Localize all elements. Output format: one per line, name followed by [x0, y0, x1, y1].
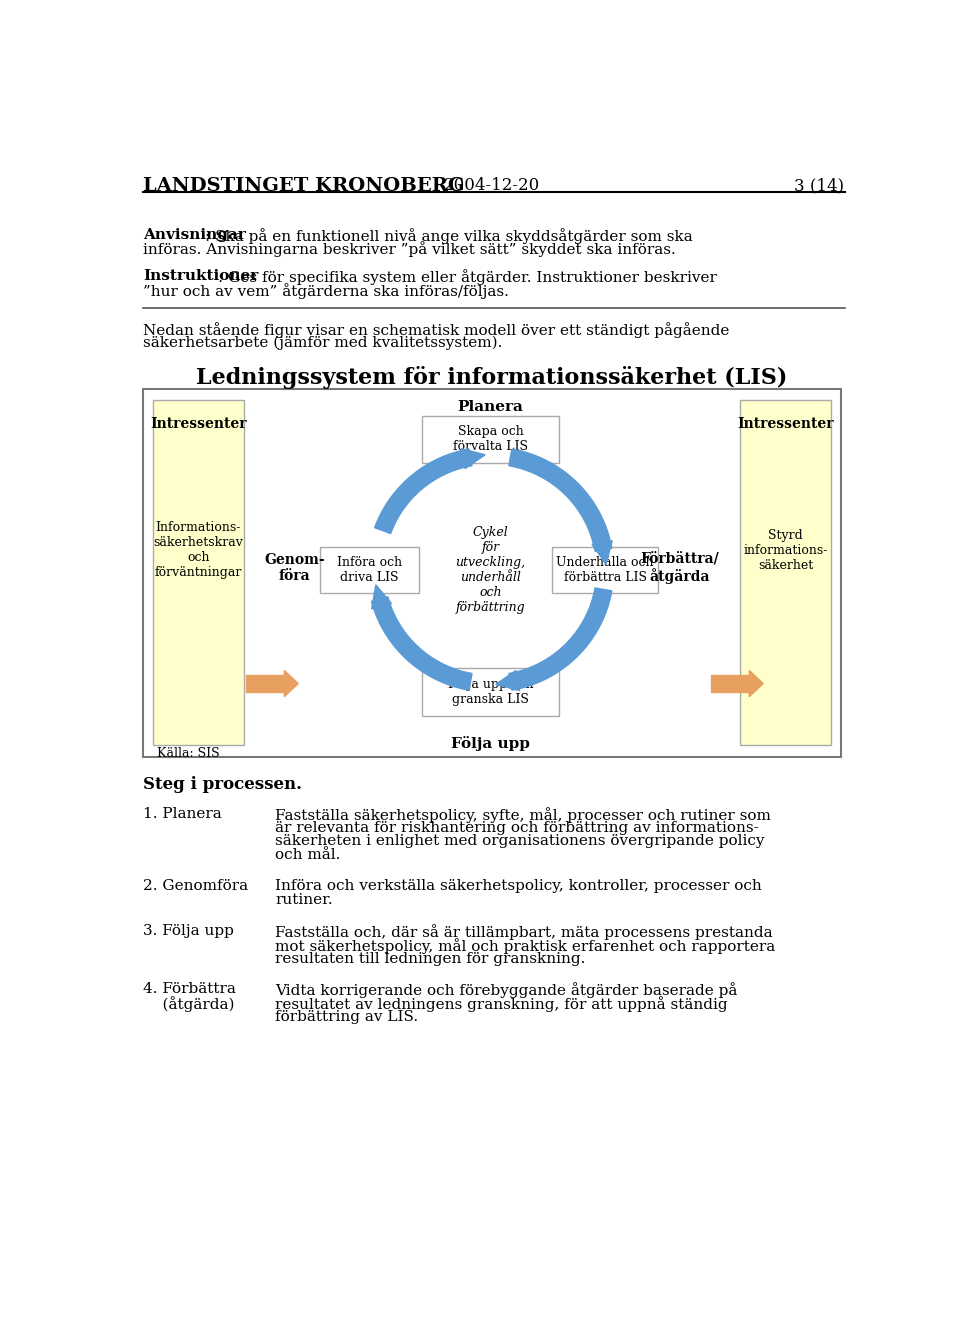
- Bar: [143, 389, 841, 757]
- Text: Planera: Planera: [458, 400, 523, 415]
- Text: Fastställa säkerhetspolicy, syfte, mål, processer och rutiner som: Fastställa säkerhetspolicy, syfte, mål, …: [275, 806, 771, 822]
- Text: Införa och
driva LIS: Införa och driva LIS: [337, 556, 402, 584]
- Text: Vidta korrigerande och förebyggande åtgärder baserade på: Vidta korrigerande och förebyggande åtgä…: [275, 982, 737, 998]
- Text: Ledningssystem för informationssäkerhet (LIS): Ledningssystem för informationssäkerhet …: [196, 367, 788, 389]
- Polygon shape: [284, 670, 299, 697]
- Text: Fastställa och, där så är tillämpbart, mäta processens prestanda: Fastställa och, där så är tillämpbart, m…: [275, 924, 773, 940]
- Bar: [153, 400, 244, 745]
- Text: Steg i processen.: Steg i processen.: [143, 776, 302, 793]
- Text: Följa upp: Följa upp: [451, 736, 530, 750]
- Bar: [740, 400, 831, 745]
- Text: LANDSTINGET KRONOBERG: LANDSTINGET KRONOBERG: [143, 177, 465, 195]
- Text: mot säkerhetspolicy, mål och praktisk erfarenhet och rapportera: mot säkerhetspolicy, mål och praktisk er…: [275, 937, 776, 953]
- Text: 3 (14): 3 (14): [795, 177, 845, 193]
- Text: är relevanta för riskhantering och förbättring av informations-: är relevanta för riskhantering och förbä…: [275, 821, 758, 834]
- Polygon shape: [750, 670, 763, 697]
- Text: Cykel
för
utveckling,
underhåll
och
förbättring: Cykel för utveckling, underhåll och förb…: [455, 525, 525, 613]
- Text: : Ges för specifika system eller åtgärder. Instruktioner beskriver: : Ges för specifika system eller åtgärde…: [218, 269, 716, 285]
- Polygon shape: [372, 597, 472, 690]
- Text: 2. Genomföra: 2. Genomföra: [143, 880, 249, 893]
- Text: Införa och verkställa säkerhetspolicy, kontroller, processer och: Införa och verkställa säkerhetspolicy, k…: [275, 880, 761, 893]
- Text: Intressenter: Intressenter: [150, 417, 247, 431]
- Text: 2004-12-20: 2004-12-20: [444, 177, 540, 193]
- Polygon shape: [495, 670, 519, 690]
- Text: 4. Förbättra: 4. Förbättra: [143, 982, 236, 996]
- Text: förbättring av LIS.: förbättring av LIS.: [275, 1010, 419, 1024]
- Text: Skapa och
förvalta LIS: Skapa och förvalta LIS: [453, 425, 528, 453]
- Text: Styrd
informations-
säkerhet: Styrd informations- säkerhet: [744, 529, 828, 572]
- Text: och mål.: och mål.: [275, 848, 341, 862]
- Bar: [552, 547, 658, 593]
- Text: Nedan stående figur visar en schematisk modell över ett ständigt pågående: Nedan stående figur visar en schematisk …: [143, 321, 730, 337]
- Polygon shape: [374, 449, 472, 533]
- Text: : Ska på en funktionell nivå ange vilka skyddsåtgärder som ska: : Ska på en funktionell nivå ange vilka …: [205, 228, 693, 244]
- Text: införas. Anvisningarna beskriver ”på vilket sätt” skyddet ska införas.: införas. Anvisningarna beskriver ”på vil…: [143, 241, 676, 257]
- Polygon shape: [509, 588, 612, 690]
- Bar: [320, 547, 420, 593]
- Text: resultaten till ledningen för granskning.: resultaten till ledningen för granskning…: [275, 952, 586, 965]
- Text: Informations-
säkerhetskrav
och
förväntningar: Informations- säkerhetskrav och förväntn…: [154, 521, 243, 580]
- Bar: [710, 674, 750, 692]
- Text: Intressenter: Intressenter: [737, 417, 834, 431]
- Text: Underhålla och
förbättra LIS: Underhålla och förbättra LIS: [557, 556, 654, 584]
- Bar: [422, 668, 559, 716]
- Text: resultatet av ledningens granskning, för att uppnå ständig: resultatet av ledningens granskning, för…: [275, 996, 728, 1012]
- Text: 3. Följa upp: 3. Följa upp: [143, 924, 234, 938]
- Bar: [422, 416, 559, 464]
- Text: (åtgärda): (åtgärda): [143, 996, 235, 1012]
- Text: Instruktioner: Instruktioner: [143, 269, 258, 284]
- Text: 1. Planera: 1. Planera: [143, 806, 222, 821]
- Text: Anvisningar: Anvisningar: [143, 228, 246, 241]
- Polygon shape: [372, 585, 392, 609]
- Bar: [246, 674, 284, 692]
- Text: Källa: SIS: Källa: SIS: [157, 746, 220, 760]
- Text: Förbättra/
åtgärda: Förbättra/ åtgärda: [640, 552, 719, 584]
- Text: ”hur och av vem” åtgärderna ska införas/följas.: ”hur och av vem” åtgärderna ska införas/…: [143, 283, 509, 299]
- Polygon shape: [462, 449, 485, 469]
- Text: säkerheten i enlighet med organisationens övergripande policy: säkerheten i enlighet med organisationen…: [275, 834, 764, 849]
- Polygon shape: [509, 449, 612, 552]
- Text: Genom-
föra: Genom- föra: [264, 553, 324, 583]
- Text: säkerhetsarbete (jämför med kvalitetssystem).: säkerhetsarbete (jämför med kvalitetssys…: [143, 336, 503, 349]
- Text: rutiner.: rutiner.: [275, 893, 332, 906]
- Text: Följa upp och
granska LIS: Följa upp och granska LIS: [447, 678, 533, 706]
- Polygon shape: [592, 541, 612, 564]
